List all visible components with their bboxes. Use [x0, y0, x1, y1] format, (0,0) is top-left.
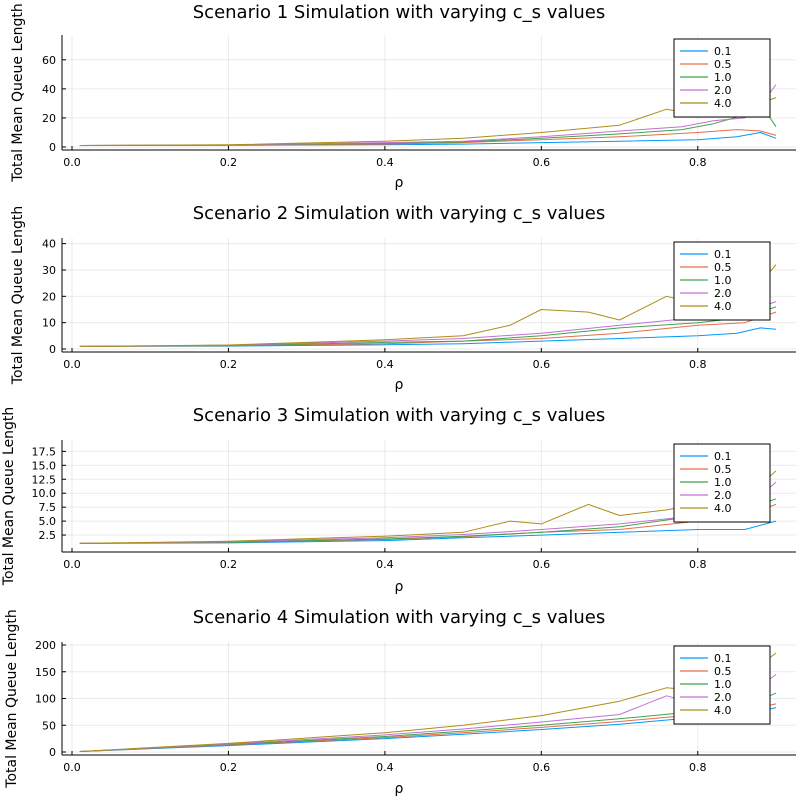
x-axis-label: ρ [395, 175, 404, 191]
y-tick-label: 2.5 [39, 529, 57, 542]
legend-entry-label: 0.5 [714, 665, 732, 678]
x-tick-label: 0.2 [220, 156, 238, 169]
x-tick-label: 0.8 [689, 558, 707, 571]
series-line-1.0 [79, 306, 777, 347]
x-tick-label: 0.8 [689, 156, 707, 169]
x-tick-label: 0.4 [376, 558, 394, 571]
chart-panel-1: 0.0 0.2 0.4 0.6 0.8 0 20 40 60 Scenario 1 Simulat… [10, 2, 796, 191]
x-tick-label: 0.4 [376, 156, 394, 169]
legend-entry-label: 0.5 [714, 261, 732, 274]
x-tick-label: 0.0 [63, 558, 81, 571]
y-tick-label: 60 [42, 54, 56, 67]
series-line-4.0 [79, 264, 777, 347]
series-line-2.0 [79, 674, 777, 752]
y-axis-label: Total Mean Queue Length [10, 3, 26, 182]
x-axis-label: ρ [395, 377, 404, 393]
legend-entry-label: 0.5 [714, 463, 732, 476]
legend-entry-label: 2.0 [714, 489, 732, 502]
chart-panel-4: 0.0 0.2 0.4 0.6 0.8 0 50 100 150 200 Scenario 4 Si… [4, 607, 796, 797]
y-tick-label: 10 [42, 317, 56, 330]
x-tick-label: 0.2 [220, 558, 238, 571]
x-tick-label: 0.8 [689, 761, 707, 774]
x-tick-label: 0.0 [63, 358, 81, 371]
legend-entry-label: 4.0 [714, 704, 732, 717]
y-tick-label: 150 [35, 666, 56, 679]
legend: 0.10.51.02.04.0 [673, 38, 771, 118]
legend-entry-label: 0.1 [714, 652, 732, 665]
legend-entry-label: 0.5 [714, 58, 732, 71]
y-axis-label: Total Mean Queue Length [10, 206, 26, 385]
y-tick-label: 50 [42, 719, 56, 732]
y-tick-label: 0 [49, 141, 56, 154]
legend-entry-label: 4.0 [714, 502, 732, 515]
x-tick-label: 0.8 [689, 358, 707, 371]
legend-entry-label: 2.0 [714, 84, 732, 97]
y-tick-label: 200 [35, 639, 56, 652]
series-line-0.5 [79, 703, 777, 752]
legend-entry-label: 1.0 [714, 476, 732, 489]
x-tick-label: 0.2 [220, 358, 238, 371]
x-tick-label: 0.6 [533, 358, 551, 371]
legend-entry-label: 0.1 [714, 450, 732, 463]
legend: 0.10.51.02.04.0 [673, 443, 771, 523]
x-tick-label: 0.6 [533, 558, 551, 571]
y-tick-label: 17.5 [32, 445, 57, 458]
y-axis-label: Total Mean Queue Length [4, 609, 20, 788]
y-axis-label: Total Mean Queue Length [1, 407, 17, 586]
y-tick-label: 100 [35, 693, 56, 706]
series-line-4.0 [79, 97, 777, 146]
legend-entry-label: 1.0 [714, 274, 732, 287]
x-tick-label: 0.0 [63, 761, 81, 774]
x-tick-label: 0.2 [220, 761, 238, 774]
x-axis-label: ρ [395, 781, 404, 797]
y-tick-label: 15.0 [32, 459, 57, 472]
legend-entry-label: 0.1 [714, 248, 732, 261]
legend-box [673, 645, 771, 725]
series-line-0.1 [79, 520, 777, 544]
chart-title: Scenario 1 Simulation with varying c_s v… [193, 2, 606, 23]
y-tick-label: 5.0 [39, 515, 57, 528]
series-line-2.0 [79, 84, 777, 146]
series-line-1.0 [79, 692, 777, 752]
legend-entry-label: 4.0 [714, 97, 732, 110]
chart-title: Scenario 2 Simulation with varying c_s v… [193, 203, 606, 224]
x-tick-label: 0.4 [376, 761, 394, 774]
x-axis-label: ρ [395, 579, 404, 595]
x-tick-label: 0.6 [533, 761, 551, 774]
y-tick-label: 7.5 [39, 501, 57, 514]
x-tick-label: 0.6 [533, 156, 551, 169]
legend-entry-label: 1.0 [714, 678, 732, 691]
y-tick-label: 30 [42, 264, 56, 277]
chart-panel-2: 0.0 0.2 0.4 0.6 0.8 0 10 20 30 40 Scenario 2 Simul… [10, 203, 796, 393]
chart-title: Scenario 4 Simulation with varying c_s v… [193, 607, 606, 628]
series-line-0.1 [79, 327, 777, 347]
series-line-0.5 [79, 311, 777, 347]
y-tick-label: 40 [42, 83, 56, 96]
legend-box [673, 38, 771, 118]
legend-box [673, 443, 771, 523]
legend: 0.10.51.02.04.0 [673, 645, 771, 725]
legend-box [673, 241, 771, 321]
legend: 0.10.51.02.04.0 [673, 241, 771, 321]
legend-entry-label: 0.1 [714, 45, 732, 58]
legend-entry-label: 2.0 [714, 287, 732, 300]
chart-title: Scenario 3 Simulation with varying c_s v… [193, 405, 606, 426]
chart-panel-3: 0.0 0.2 0.4 0.6 0.8 2.55.07.510.012.515.017.5… [1, 405, 796, 595]
x-tick-label: 0.4 [376, 358, 394, 371]
y-tick-label: 10.0 [32, 487, 57, 500]
y-tick-label: 20 [42, 290, 56, 303]
y-tick-label: 0 [49, 746, 56, 759]
series-line-0.5 [79, 129, 777, 146]
legend-entry-label: 4.0 [714, 300, 732, 313]
legend-entry-label: 1.0 [714, 71, 732, 84]
y-tick-label: 0 [49, 343, 56, 356]
y-tick-label: 20 [42, 112, 56, 125]
y-tick-label: 12.5 [32, 473, 57, 486]
x-tick-label: 0.0 [63, 156, 81, 169]
legend-entry-label: 2.0 [714, 691, 732, 704]
y-tick-label: 40 [42, 238, 56, 251]
